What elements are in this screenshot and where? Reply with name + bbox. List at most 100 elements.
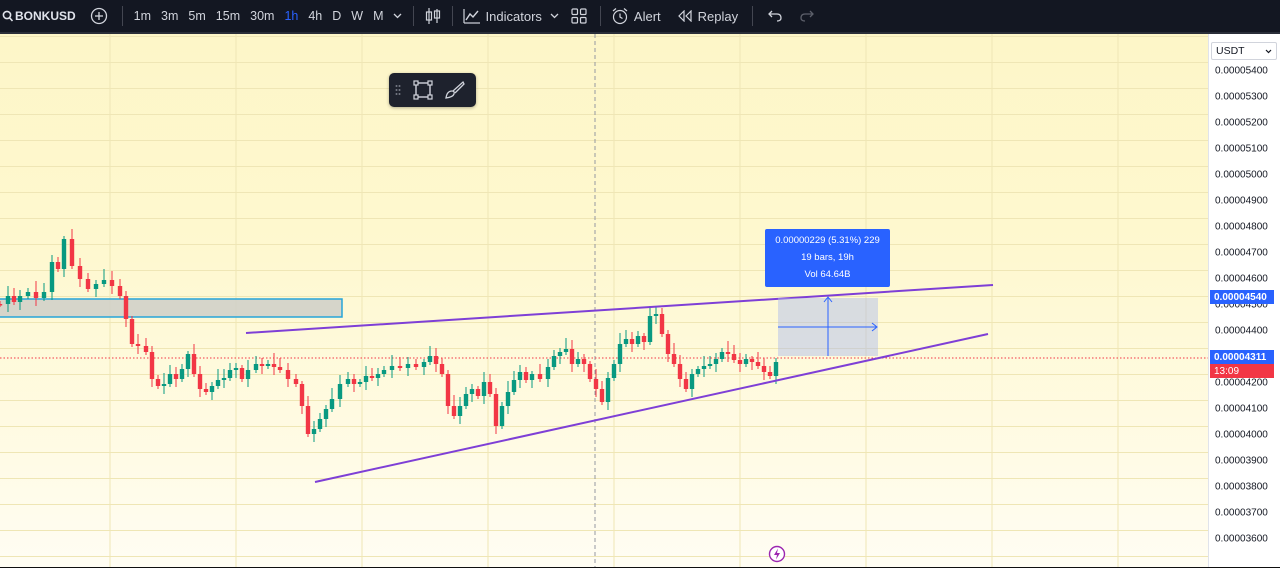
- interval-w[interactable]: W: [351, 9, 364, 23]
- measure-volume: Vol 64.64B: [804, 269, 851, 280]
- upper-trendline[interactable]: [245, 284, 994, 334]
- price-tick-label: 0.00003600: [1215, 533, 1268, 544]
- price-tick-label: 0.00004900: [1215, 195, 1268, 206]
- candle-body: [233, 368, 239, 370]
- chart-pane[interactable]: [0, 34, 1208, 567]
- candle-body: [433, 356, 439, 364]
- price-tick-label: 0.00005400: [1215, 65, 1268, 76]
- toolbar-divider: [599, 6, 601, 26]
- chart-canvas[interactable]: [0, 34, 1208, 567]
- interval-d[interactable]: D: [332, 9, 342, 23]
- lower-trendline[interactable]: [314, 333, 989, 483]
- price-tick-label: 0.00004400: [1215, 325, 1268, 336]
- candle-body: [17, 296, 23, 302]
- measure-bars: 19 bars, 19h: [801, 252, 854, 263]
- candle-body: [755, 362, 761, 366]
- candle-body: [623, 339, 629, 344]
- chart-type-button[interactable]: [420, 0, 446, 33]
- candle-body: [773, 362, 779, 376]
- drag-handle-icon[interactable]: [389, 84, 407, 96]
- candle-body: [599, 389, 605, 402]
- price-tick-label: 0.00005300: [1215, 91, 1268, 102]
- candle-body: [677, 364, 683, 379]
- candle-body: [659, 314, 665, 334]
- candle-body: [329, 399, 335, 409]
- candles-layer: [0, 229, 779, 442]
- rectangle-select-icon: [413, 80, 433, 100]
- candle-body: [5, 296, 11, 304]
- interval-5m[interactable]: 5m: [188, 9, 206, 23]
- candle-body: [529, 374, 535, 380]
- candle-body: [587, 364, 593, 379]
- candle-body: [265, 364, 271, 366]
- candle-body: [445, 374, 451, 406]
- price-tick-label: 0.00005200: [1215, 117, 1268, 128]
- candle-body: [629, 339, 635, 344]
- candle-body: [457, 406, 463, 416]
- candle-body: [215, 380, 221, 386]
- candle-body: [239, 368, 245, 379]
- indicators-button[interactable]: Indicators: [459, 0, 546, 33]
- candle-body: [161, 384, 167, 386]
- interval-3m[interactable]: 3m: [161, 9, 179, 23]
- interval-dropdown[interactable]: [389, 0, 407, 33]
- candle-body: [129, 319, 135, 344]
- replay-button[interactable]: Replay: [665, 0, 746, 33]
- interval-m[interactable]: M: [373, 9, 384, 23]
- alert-button[interactable]: Alert: [607, 0, 665, 33]
- candle-body: [493, 394, 499, 426]
- indicators-dropdown[interactable]: [546, 0, 564, 33]
- candle-body: [85, 279, 91, 289]
- rectangle-tool-button[interactable]: [407, 73, 439, 107]
- candle-body: [499, 406, 505, 426]
- candle-body: [439, 364, 445, 374]
- candle-body: [389, 366, 395, 370]
- candle-body: [49, 262, 55, 292]
- top-toolbar: BONKUSD 1m 3m 5m 15m 30m 1h 4h D W M Indicators: [0, 0, 1280, 34]
- candle-body: [25, 292, 31, 296]
- candle-body: [93, 284, 99, 289]
- candle-body: [77, 266, 83, 279]
- candle-body: [345, 379, 351, 384]
- price-tick-label: 0.00004500: [1215, 299, 1268, 310]
- price-tick-label: 0.00004000: [1215, 429, 1268, 440]
- candle-body: [123, 296, 129, 319]
- symbol-search-button[interactable]: BONKUSD: [0, 0, 76, 33]
- candle-body: [421, 362, 427, 367]
- candle-body: [405, 364, 411, 368]
- indicators-icon: [462, 9, 480, 24]
- interval-15m[interactable]: 15m: [215, 9, 241, 23]
- candle-body: [557, 352, 563, 356]
- chevron-down-icon: [393, 13, 402, 19]
- compare-button[interactable]: [82, 0, 116, 33]
- candle-body: [179, 369, 185, 379]
- redo-button[interactable]: [791, 0, 823, 33]
- candle-body: [221, 378, 227, 380]
- measure-price-badge: 0.00004540: [1210, 290, 1274, 304]
- toolbar-divider: [451, 6, 453, 26]
- interval-30m[interactable]: 30m: [250, 9, 275, 23]
- candle-body: [323, 409, 329, 419]
- candle-body: [351, 379, 357, 384]
- candle-body: [611, 364, 617, 378]
- candle-body: [719, 352, 725, 359]
- zone-rectangle[interactable]: [0, 298, 343, 318]
- candle-body: [143, 346, 149, 352]
- chevron-down-icon: [550, 13, 559, 19]
- currency-select[interactable]: USDT: [1211, 42, 1277, 60]
- candle-body: [481, 382, 487, 396]
- undo-button[interactable]: [759, 0, 791, 33]
- candle-body: [191, 354, 197, 374]
- brush-tool-button[interactable]: [439, 73, 471, 107]
- candle-body: [69, 239, 75, 266]
- candle-body: [109, 280, 115, 286]
- layout-templates-button[interactable]: [564, 0, 594, 33]
- price-tick-label: 0.00004700: [1215, 247, 1268, 258]
- interval-4h[interactable]: 4h: [308, 9, 323, 23]
- candle-body: [575, 359, 581, 364]
- interval-1m[interactable]: 1m: [133, 9, 152, 23]
- candle-body: [731, 354, 737, 360]
- interval-1h[interactable]: 1h: [284, 9, 299, 23]
- lightning-icon[interactable]: [768, 545, 786, 563]
- candle-body: [463, 394, 469, 406]
